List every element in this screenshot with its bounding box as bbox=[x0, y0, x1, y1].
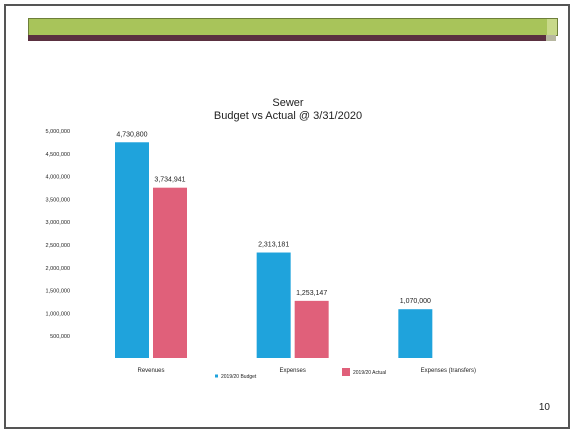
category-label: Expenses (transfers) bbox=[421, 368, 476, 374]
header-band-bottom bbox=[28, 35, 556, 41]
chart-subtitle: Budget vs Actual @ 3/31/2020 bbox=[213, 110, 363, 122]
data-label: 3,734,941 bbox=[154, 177, 185, 184]
y-tick-label: 3,000,000 bbox=[46, 220, 70, 226]
bar bbox=[398, 309, 433, 358]
header-band-notch-dark bbox=[546, 35, 556, 41]
y-tick-label: 2,500,000 bbox=[46, 243, 70, 249]
slide bbox=[4, 4, 570, 429]
legend-label: 2019/20 Actual bbox=[353, 370, 386, 376]
y-tick-label: 1,500,000 bbox=[46, 289, 70, 295]
page-number: 10 bbox=[538, 402, 550, 413]
data-label: 2,313,181 bbox=[258, 242, 289, 249]
y-tick-label: 5,000,000 bbox=[46, 129, 70, 135]
data-label: 1,070,000 bbox=[400, 298, 431, 305]
y-tick-label: 1,000,000 bbox=[46, 311, 70, 317]
y-tick-label: 500,000 bbox=[50, 334, 70, 340]
y-tick-label: 4,500,000 bbox=[46, 152, 70, 158]
y-tick-label: 2,000,000 bbox=[46, 266, 70, 272]
category-label: Revenues bbox=[137, 368, 164, 374]
bar bbox=[153, 187, 187, 358]
legend-swatch bbox=[215, 374, 218, 378]
bar bbox=[294, 300, 329, 358]
category-label: Expenses bbox=[279, 368, 305, 374]
data-label: 4,730,800 bbox=[116, 131, 147, 138]
y-tick-label: 3,500,000 bbox=[46, 197, 70, 203]
legend-swatch bbox=[342, 368, 350, 376]
header-band-notch bbox=[547, 19, 557, 35]
bar bbox=[115, 142, 149, 358]
chart-title: Sewer bbox=[272, 97, 304, 109]
bar bbox=[256, 252, 291, 358]
y-tick-label: 4,000,000 bbox=[46, 175, 70, 181]
legend-label: 2019/20 Budget bbox=[221, 374, 257, 380]
data-label: 1,253,147 bbox=[296, 290, 327, 297]
